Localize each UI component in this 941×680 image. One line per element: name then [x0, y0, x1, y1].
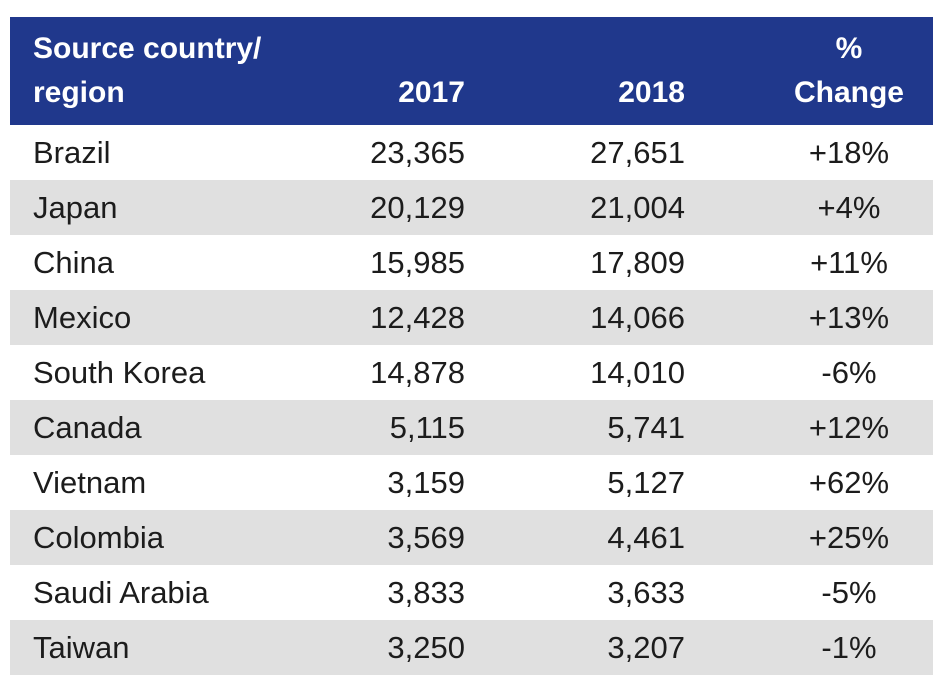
table-row: Japan 20,129 21,004 +4%	[10, 180, 933, 235]
country-cell: Saudi Arabia	[33, 574, 209, 610]
country-cell: Mexico	[33, 299, 132, 335]
value-2017-cell: 3,569	[387, 519, 465, 555]
value-2017-cell: 23,365	[370, 134, 465, 170]
change-cell: +4%	[817, 189, 881, 225]
country-cell: Canada	[33, 409, 142, 445]
table-row: Mexico 12,428 14,066 +13%	[10, 290, 933, 345]
country-cell: South Korea	[33, 354, 206, 390]
header-source-country-line2: region	[33, 76, 125, 109]
value-2017-cell: 5,115	[389, 409, 465, 445]
table-row: Colombia 3,569 4,461 +25%	[10, 510, 933, 565]
change-cell: -1%	[821, 629, 877, 665]
value-2017-cell: 3,833	[387, 574, 465, 610]
header-2017: 2017	[290, 17, 465, 125]
header-source-country: Source country/ region	[10, 17, 290, 125]
value-2018-cell: 4,461	[607, 519, 685, 555]
table-row: Brazil 23,365 27,651 +18%	[10, 125, 933, 180]
value-2018-cell: 27,651	[590, 134, 685, 170]
change-cell: +11%	[810, 244, 888, 280]
change-cell: -6%	[821, 354, 877, 390]
value-2018-cell: 5,741	[607, 409, 685, 445]
change-cell: +18%	[808, 134, 890, 170]
country-cell: Vietnam	[33, 464, 147, 500]
data-table: Source country/ region 2017 2018 % Chang…	[10, 17, 933, 675]
country-cell: Taiwan	[33, 629, 130, 665]
country-cell: Colombia	[33, 519, 164, 555]
table-header-row: Source country/ region 2017 2018 % Chang…	[10, 17, 933, 125]
change-cell: +12%	[808, 409, 890, 445]
header-2017-label: 2017	[398, 76, 465, 109]
table-row: Canada 5,115 5,741 +12%	[10, 400, 933, 455]
header-percent-change-line1: %	[835, 32, 863, 65]
value-2018-cell: 3,207	[607, 629, 685, 665]
table-row: Vietnam 3,159 5,127 +62%	[10, 455, 933, 510]
value-2017-cell: 12,428	[370, 299, 465, 335]
change-cell: +13%	[808, 299, 890, 335]
value-2017-cell: 3,159	[387, 464, 465, 500]
value-2017-cell: 3,250	[387, 629, 465, 665]
header-percent-change: % Change	[685, 17, 933, 125]
change-cell: +62%	[808, 464, 890, 500]
header-2018: 2018	[465, 17, 685, 125]
change-cell: -5%	[821, 574, 877, 610]
country-cell: China	[33, 244, 114, 280]
country-cell: Brazil	[33, 134, 111, 170]
table-row: Taiwan 3,250 3,207 -1%	[10, 620, 933, 675]
header-percent-change-line2: Change	[793, 76, 904, 109]
change-cell: +25%	[808, 519, 890, 555]
table-row: Saudi Arabia 3,833 3,633 -5%	[10, 565, 933, 620]
country-cell: Japan	[33, 189, 118, 225]
value-2017-cell: 14,878	[370, 354, 465, 390]
value-2018-cell: 3,633	[607, 574, 685, 610]
value-2018-cell: 14,066	[590, 299, 685, 335]
value-2018-cell: 14,010	[590, 354, 685, 390]
value-2018-cell: 21,004	[590, 189, 685, 225]
header-source-country-line1: Source country/	[33, 32, 262, 65]
table-row: China 15,985 17,809 +11%	[10, 235, 933, 290]
header-2018-label: 2018	[618, 76, 685, 109]
value-2018-cell: 17,809	[590, 244, 685, 280]
table-row: South Korea 14,878 14,010 -6%	[10, 345, 933, 400]
value-2017-cell: 15,985	[370, 244, 465, 280]
value-2017-cell: 20,129	[370, 189, 465, 225]
value-2018-cell: 5,127	[607, 464, 685, 500]
